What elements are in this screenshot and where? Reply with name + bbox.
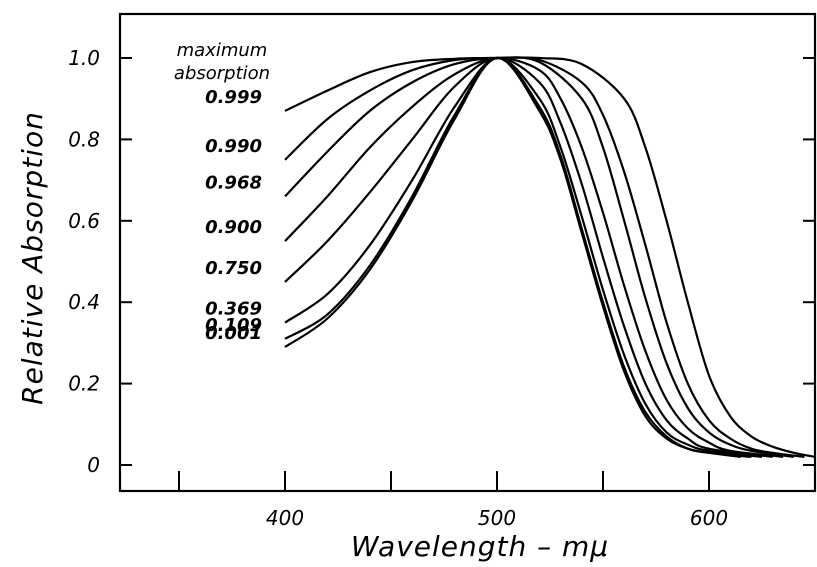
x-axis-title: Wavelength – mμ xyxy=(351,530,609,563)
curve-0.999 xyxy=(284,56,816,458)
curve-0.750 xyxy=(284,56,773,458)
curve-label-0.999: 0.999 xyxy=(205,87,262,108)
curve-label-0.001: 0.001 xyxy=(205,323,262,344)
curve-0.990 xyxy=(284,56,805,458)
x-tick-label-500: 500 xyxy=(478,506,516,530)
curve-label-0.109: 0.109 xyxy=(205,315,262,336)
legend-title-line2: absorption xyxy=(174,63,270,84)
y-tick-label-0.6: 0.6 xyxy=(68,209,100,233)
legend-title-line1: maximum xyxy=(177,40,268,61)
plot-frame xyxy=(118,12,817,493)
curve-label-0.968: 0.968 xyxy=(205,172,262,193)
curve-0.900 xyxy=(284,56,784,458)
curve-0.001 xyxy=(284,56,741,458)
curve-label-0.900: 0.900 xyxy=(205,217,262,238)
curve-0.109 xyxy=(284,56,752,458)
curves xyxy=(284,56,816,458)
axis-ticks xyxy=(120,57,816,491)
y-tick-label-0: 0 xyxy=(87,453,100,477)
labels: 400 500 600 0 0.2 0.4 0.6 0.8 1.0 0.999 0.990 0.968… xyxy=(68,46,728,530)
curve-label-0.369: 0.369 xyxy=(205,299,262,320)
curve-0.369 xyxy=(284,56,763,458)
y-tick-label-0.8: 0.8 xyxy=(68,127,100,151)
y-tick-label-1.0: 1.0 xyxy=(68,46,100,70)
curve-label-0.750: 0.750 xyxy=(205,258,262,279)
curve-0.968 xyxy=(284,56,794,458)
curve-label-0.990: 0.990 xyxy=(205,136,262,157)
x-tick-label-400: 400 xyxy=(266,506,304,530)
x-tick-label-600: 600 xyxy=(690,506,728,530)
y-axis-title: Relative Absorption xyxy=(16,111,49,405)
y-tick-label-0.4: 0.4 xyxy=(68,290,100,314)
y-tick-label-0.2: 0.2 xyxy=(68,372,100,396)
